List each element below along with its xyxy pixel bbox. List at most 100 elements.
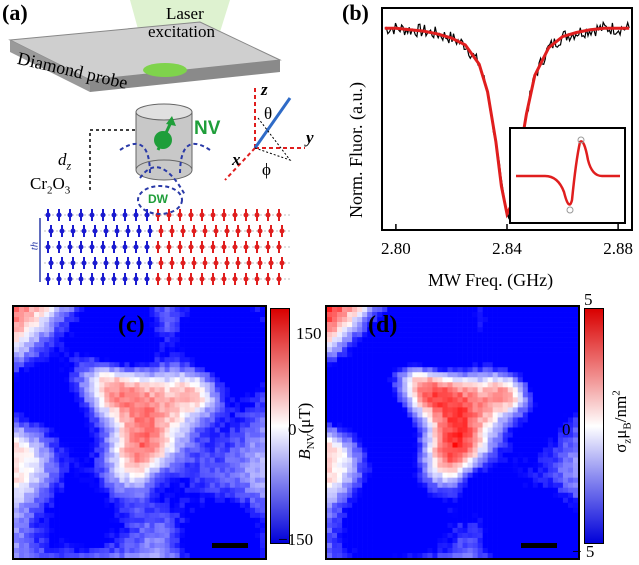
map-pixel xyxy=(229,417,236,423)
map-pixel xyxy=(397,427,403,433)
map-pixel xyxy=(19,407,25,413)
map-pixel xyxy=(327,337,333,343)
map-pixel xyxy=(327,457,333,463)
map-pixel xyxy=(397,342,403,348)
map-pixel xyxy=(39,502,45,509)
map-pixel xyxy=(109,527,115,534)
map-pixel xyxy=(59,377,65,383)
map-pixel xyxy=(184,507,190,514)
map-pixel xyxy=(89,397,95,403)
map-pixel xyxy=(174,447,180,453)
map-pixel xyxy=(69,487,75,494)
map-pixel xyxy=(194,552,201,558)
map-pixel xyxy=(362,457,368,463)
map-pixel xyxy=(129,312,135,318)
map-pixel xyxy=(347,412,353,418)
map-pixel xyxy=(572,412,578,418)
map-pixel xyxy=(342,417,348,423)
map-pixel xyxy=(154,387,160,393)
map-pixel xyxy=(517,347,524,353)
map-pixel xyxy=(104,522,110,529)
map-pixel xyxy=(134,492,140,499)
map-pixel xyxy=(472,392,478,398)
map-pixel xyxy=(39,337,45,343)
map-pixel xyxy=(402,387,408,393)
map-pixel xyxy=(547,407,554,413)
map-pixel xyxy=(54,362,60,368)
map-pixel xyxy=(337,327,343,333)
map-pixel xyxy=(24,492,30,499)
map-pixel xyxy=(547,372,554,378)
map-pixel xyxy=(124,332,130,338)
map-pixel xyxy=(229,547,236,554)
map-pixel xyxy=(392,412,398,418)
map-pixel xyxy=(149,527,155,534)
map-pixel xyxy=(14,467,20,473)
map-pixel xyxy=(29,392,35,398)
map-pixel xyxy=(59,427,65,433)
map-pixel xyxy=(402,402,408,408)
map-pixel xyxy=(542,512,549,519)
map-pixel xyxy=(229,422,236,428)
map-pixel xyxy=(527,352,534,358)
map-pixel xyxy=(547,342,554,348)
map-pixel xyxy=(149,342,155,348)
map-pixel xyxy=(472,512,478,519)
spin-site xyxy=(111,276,117,282)
map-pixel xyxy=(497,472,503,478)
map-pixel xyxy=(402,482,408,489)
map-pixel xyxy=(69,327,75,333)
map-pixel xyxy=(39,442,45,448)
map-pixel xyxy=(234,522,241,529)
map-pixel xyxy=(407,397,413,403)
map-pixel xyxy=(337,507,343,514)
map-pixel xyxy=(392,507,398,514)
map-pixel xyxy=(327,392,333,398)
map-pixel xyxy=(402,357,408,363)
map-pixel xyxy=(567,457,574,463)
map-pixel xyxy=(24,437,30,443)
map-pixel xyxy=(337,452,343,458)
map-pixel xyxy=(104,532,110,539)
map-pixel xyxy=(159,352,165,358)
map-pixel xyxy=(69,387,75,393)
map-pixel xyxy=(402,307,408,313)
map-pixel xyxy=(557,312,564,318)
map-pixel xyxy=(39,312,45,318)
map-pixel xyxy=(467,317,473,323)
map-pixel xyxy=(214,452,221,458)
map-pixel xyxy=(79,547,85,554)
map-pixel xyxy=(209,522,216,529)
map-pixel xyxy=(387,372,393,378)
map-pixel xyxy=(139,427,145,433)
map-pixel xyxy=(119,517,125,524)
map-pixel xyxy=(522,332,529,338)
map-pixel xyxy=(24,367,30,373)
map-pixel xyxy=(239,447,246,453)
x-tick-label: 2.80 xyxy=(381,239,411,258)
map-pixel xyxy=(552,382,559,388)
map-pixel xyxy=(467,482,473,489)
map-pixel xyxy=(502,442,509,448)
map-pixel xyxy=(134,362,140,368)
map-pixel xyxy=(437,447,443,453)
map-pixel xyxy=(402,322,408,328)
map-pixel xyxy=(512,502,519,509)
map-pixel xyxy=(104,387,110,393)
map-pixel xyxy=(84,332,90,338)
map-pixel xyxy=(342,502,348,509)
map-pixel xyxy=(452,427,458,433)
map-pixel xyxy=(44,362,50,368)
map-pixel xyxy=(104,322,110,328)
map-pixel xyxy=(552,427,559,433)
map-pixel xyxy=(567,427,574,433)
map-pixel xyxy=(224,457,231,463)
spin-site xyxy=(67,212,73,218)
map-pixel xyxy=(447,312,453,318)
map-pixel xyxy=(219,387,226,393)
map-pixel xyxy=(189,542,196,549)
map-pixel xyxy=(447,387,453,393)
map-pixel xyxy=(547,472,554,478)
map-pixel xyxy=(114,357,120,363)
map-pixel xyxy=(432,412,438,418)
